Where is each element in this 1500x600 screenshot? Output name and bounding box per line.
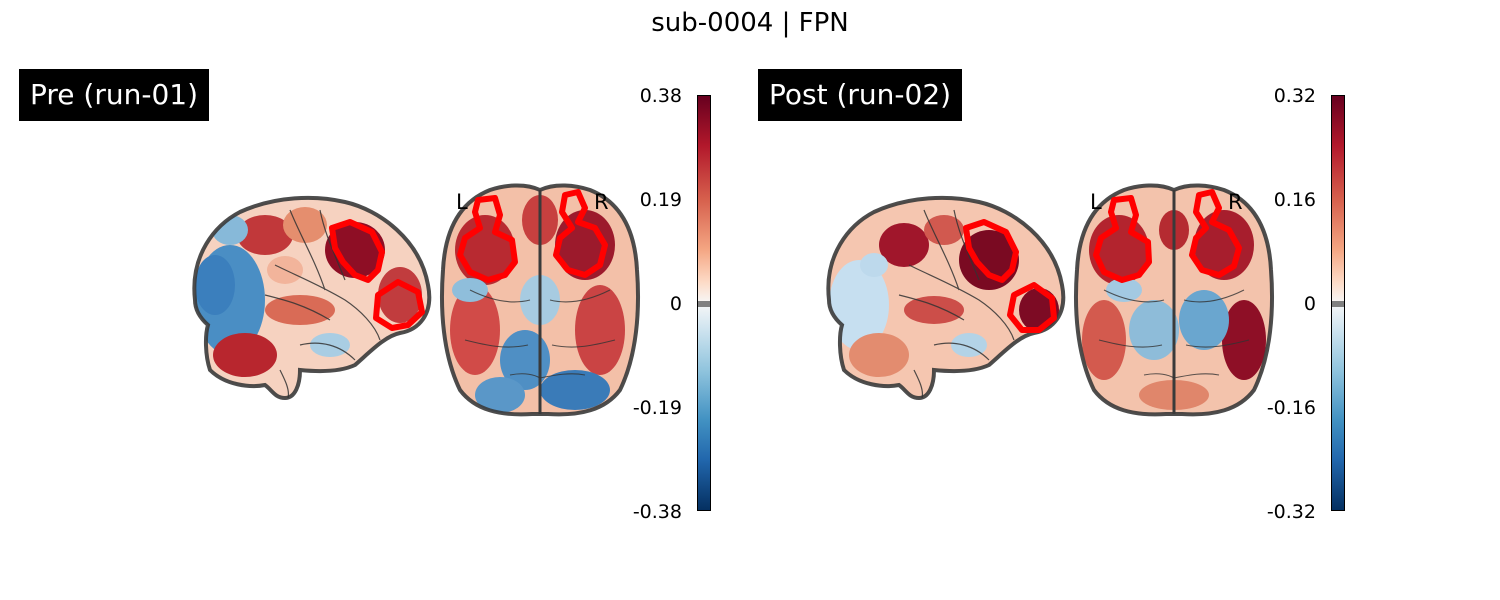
brain-glass-views: [192, 183, 640, 417]
colorbar-zero-marker: [1332, 301, 1344, 307]
colorbar-tick: -0.16: [1266, 397, 1316, 419]
sagittal-view: [194, 197, 430, 398]
panel-label: Pre (run-01): [19, 69, 209, 121]
colorbar-tick: -0.32: [1266, 501, 1316, 523]
colorbar-zero-marker: [698, 301, 710, 307]
colorbar-tick: 0: [669, 293, 682, 315]
colorbar-tick: -0.38: [632, 501, 682, 523]
left-orientation-label: L: [1090, 190, 1102, 214]
figure-title: sub-0004 | FPN: [651, 8, 849, 38]
right-orientation-label: R: [1228, 190, 1243, 214]
brain-glass-views: [826, 183, 1274, 417]
colorbar-tick: 0.32: [1273, 85, 1316, 107]
right-orientation-label: R: [594, 190, 609, 214]
colorbar-tick: 0.38: [639, 85, 682, 107]
panel-post: Post (run-02): [634, 0, 1384, 600]
colorbar-tick: 0: [1303, 293, 1316, 315]
colorbar-tick: 0.16: [1273, 189, 1316, 211]
colorbar-tick: 0.19: [639, 189, 682, 211]
colorbar: [697, 95, 711, 511]
colorbar: [1331, 95, 1345, 511]
panel-pre: Pre (run-01): [19, 69, 711, 523]
left-orientation-label: L: [456, 190, 468, 214]
colorbar-tick: -0.19: [632, 397, 682, 419]
panel-label: Post (run-02): [758, 69, 963, 121]
